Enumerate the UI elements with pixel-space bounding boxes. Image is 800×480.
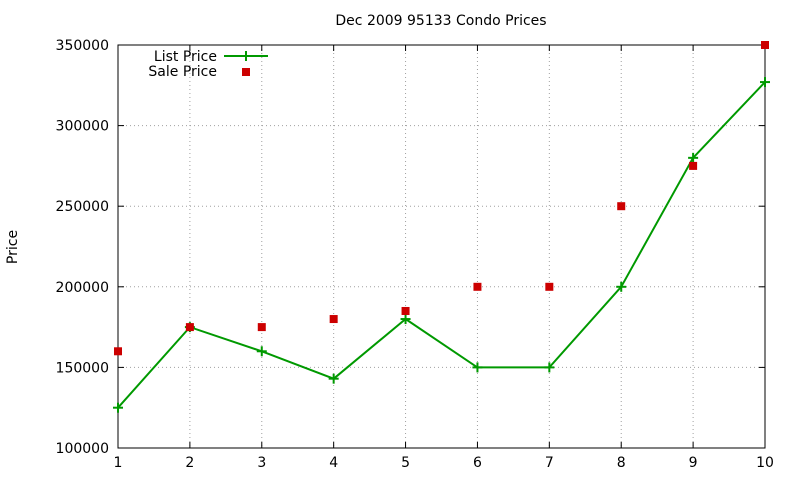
list-price-point xyxy=(113,402,123,413)
x-tick-label: 8 xyxy=(617,455,626,471)
x-tick-label: 1 xyxy=(114,455,123,471)
list-price-point xyxy=(688,152,699,163)
legend-marker-list-price xyxy=(241,51,251,61)
y-tick-label: 300000 xyxy=(56,119,109,135)
y-axis-label: Price xyxy=(5,230,21,264)
x-tick-label: 7 xyxy=(545,455,554,471)
list-price-point xyxy=(472,362,483,373)
list-price-point xyxy=(400,314,411,325)
y-tick-label: 100000 xyxy=(56,441,109,457)
x-tick-label: 10 xyxy=(756,455,774,471)
chart-title: Dec 2009 95133 Condo Prices xyxy=(335,13,546,29)
x-tick-label: 3 xyxy=(257,455,266,471)
list-price-point xyxy=(760,77,770,88)
x-tick-label: 9 xyxy=(689,455,698,471)
series xyxy=(113,41,770,413)
list-price-point xyxy=(328,373,339,384)
sale-price-point xyxy=(761,41,769,49)
sale-price-point xyxy=(545,282,554,291)
x-tick-label: 5 xyxy=(401,455,410,471)
x-tick-label: 6 xyxy=(473,455,482,471)
list-price-line xyxy=(117,81,766,409)
list-price-point xyxy=(544,362,555,373)
y-tick-label: 200000 xyxy=(56,280,109,296)
x-tick-label: 4 xyxy=(329,455,338,471)
grid xyxy=(118,45,765,448)
plot-border xyxy=(117,44,766,449)
sale-price-point xyxy=(617,202,626,211)
y-tick-label: 350000 xyxy=(56,38,109,54)
legend-label-sale-price: Sale Price xyxy=(148,64,217,80)
list-price-point xyxy=(616,281,627,292)
axes: 1 2 3 4 5 6 7 8 9 10 100000 150000 200000 250000 30000… xyxy=(56,38,774,471)
sale-price-point xyxy=(401,306,410,315)
sale-price-point xyxy=(114,347,122,356)
legend-label-list-price: List Price xyxy=(154,49,217,65)
sale-price-point xyxy=(257,323,266,332)
legend-marker-sale-price xyxy=(242,68,250,76)
x-tick-label: 2 xyxy=(185,455,194,471)
sale-price-point xyxy=(473,282,482,291)
sale-price-point xyxy=(689,161,698,170)
y-tick-label: 150000 xyxy=(56,360,109,376)
list-price-point xyxy=(256,346,267,357)
y-tick-label: 250000 xyxy=(56,199,109,215)
sale-price-point xyxy=(185,323,194,332)
sale-price-point xyxy=(329,315,338,324)
